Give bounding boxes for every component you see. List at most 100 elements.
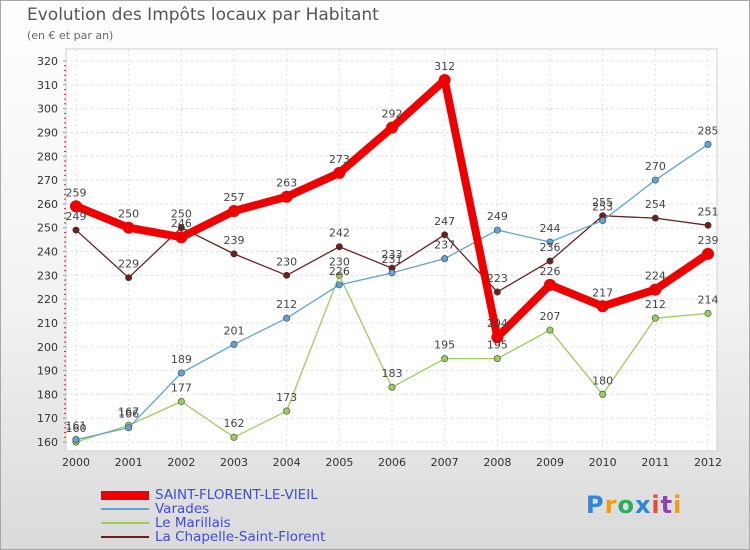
data-label: 160 [66,422,87,435]
data-label: 239 [224,234,245,247]
data-label: 207 [540,310,561,323]
x-tick-label: 2004 [273,456,301,469]
proxiti-logo: Proxiti [586,491,683,519]
legend-swatch [101,490,149,500]
data-point [228,205,240,218]
data-point [70,200,82,213]
data-label: 236 [540,241,561,254]
data-label: 257 [224,191,245,204]
data-point [280,190,293,203]
y-tick-label: 160 [37,436,58,449]
data-point [546,238,554,246]
data-label: 247 [434,215,455,228]
x-tick-label: 2011 [641,456,669,469]
legend-label: La Chapelle-Saint-Florent [155,529,326,545]
data-label: 259 [66,186,87,199]
data-point [335,281,343,289]
data-label: 273 [329,153,350,166]
data-point [441,255,449,263]
data-label: 173 [276,391,297,404]
data-point [72,226,80,234]
y-tick-label: 260 [37,198,58,211]
data-point [125,424,133,432]
data-point [388,383,396,391]
x-tick-label: 2000 [62,456,90,469]
data-point [72,436,80,444]
data-point [599,390,607,398]
y-tick-label: 180 [37,388,58,401]
data-label: 195 [487,339,508,352]
legend-swatch [101,536,149,538]
legend-label: Le Marillais [155,515,231,531]
data-label: 226 [540,265,561,278]
data-point [335,271,343,279]
data-label: 167 [118,405,139,418]
y-tick-label: 230 [37,269,58,282]
data-label: 253 [592,201,613,214]
data-label: 166 [118,408,139,421]
data-label: 249 [66,210,87,223]
data-label: 183 [382,367,403,380]
x-tick-label: 2001 [115,456,143,469]
data-label: 217 [592,286,613,299]
data-point [125,274,133,282]
x-tick-label: 2010 [589,456,617,469]
data-label: 255 [592,196,613,209]
data-label: 229 [118,258,139,271]
data-point [493,288,501,296]
x-tick-label: 2005 [325,456,353,469]
y-tick-label: 290 [37,126,58,139]
data-label: 230 [276,255,297,268]
data-point [335,243,343,251]
y-tick-label: 280 [37,150,58,163]
y-tick-label: 220 [37,293,58,306]
data-label: 239 [698,234,719,247]
legend-item-varades: Varades [101,502,325,516]
data-point [441,231,449,239]
data-point [438,74,451,87]
data-label: 212 [276,298,297,311]
data-point [649,283,662,296]
data-point [651,176,659,184]
data-label: 233 [382,248,403,261]
data-point [546,326,554,334]
data-label: 189 [171,353,192,366]
data-point [230,250,238,258]
data-point [596,300,609,313]
data-label: 212 [645,298,666,311]
data-point [491,331,504,344]
data-point [704,309,712,317]
data-point [704,221,712,229]
data-label: 231 [382,253,403,266]
data-label: 180 [592,374,613,387]
legend-swatch [101,508,149,510]
chart-title: Evolution des Impôts locaux par Habitant [27,5,379,25]
data-point [599,217,607,225]
data-point [388,269,396,277]
legend-label: SAINT-FLORENT-LE-VIEIL [155,487,318,503]
chart-legend: SAINT-FLORENT-LE-VIEIL Varades Le Marill… [101,488,325,544]
y-tick-label: 310 [37,79,58,92]
data-label: 254 [645,198,666,211]
data-point [283,271,291,279]
y-tick-label: 240 [37,246,58,259]
data-point [175,231,188,244]
data-point [177,224,185,232]
data-label: 244 [540,222,561,235]
data-label: 161 [66,420,87,433]
data-point [493,355,501,363]
data-point [493,226,501,234]
data-label: 195 [434,339,455,352]
data-point [651,314,659,322]
data-label: 177 [171,382,192,395]
x-tick-label: 2006 [378,456,406,469]
chart-subtitle: (en € et par an) [27,29,114,42]
y-tick-label: 320 [37,55,58,68]
x-tick-label: 2008 [483,456,511,469]
y-tick-label: 170 [37,412,58,425]
y-tick-label: 210 [37,317,58,330]
x-tick-label: 2002 [167,456,195,469]
x-tick-label: 2003 [220,456,248,469]
